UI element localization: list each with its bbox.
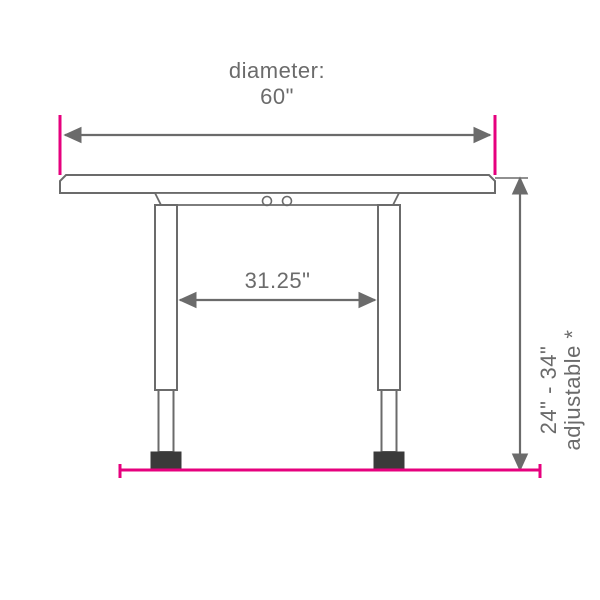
diameter-title: diameter: bbox=[229, 58, 325, 83]
diameter-value: 60" bbox=[260, 84, 294, 109]
leg-span-value: 31.25" bbox=[245, 268, 311, 293]
tabletop bbox=[60, 175, 495, 193]
leg-outer-left bbox=[155, 205, 177, 390]
leg-inner-right bbox=[382, 390, 397, 452]
leg-inner-left bbox=[159, 390, 174, 452]
height-adjustable-note: adjustable * bbox=[560, 330, 585, 451]
leg-outer-right bbox=[378, 205, 400, 390]
dimensioned-table-diagram: diameter:60" 31.25" 24" - 34"adjustable * bbox=[0, 0, 600, 600]
leg-foot-left bbox=[151, 452, 181, 470]
leg-foot-right bbox=[374, 452, 404, 470]
height-range-value: 24" - 34" bbox=[536, 346, 561, 435]
apron-bar bbox=[155, 193, 399, 205]
